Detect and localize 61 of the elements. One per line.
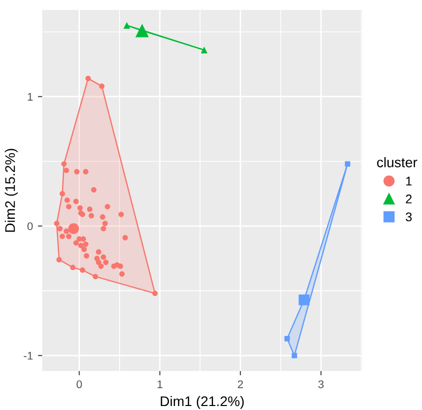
- point: [60, 190, 66, 196]
- point: [122, 235, 128, 240]
- point: [61, 161, 67, 167]
- y-tick-label: -1: [24, 352, 33, 360]
- point: [88, 213, 94, 218]
- point: [83, 168, 88, 174]
- point: [73, 240, 79, 246]
- point: [123, 22, 130, 29]
- point: [66, 234, 72, 240]
- y-axis-title: Dim2 (15.2%): [4, 148, 18, 232]
- x-axis-title: Dim1 (21.2%): [160, 396, 244, 409]
- point: [92, 274, 98, 280]
- point: [99, 84, 105, 89]
- point: [57, 226, 63, 232]
- point: [292, 352, 298, 358]
- point: [104, 204, 110, 210]
- point: [98, 263, 104, 269]
- point: [200, 46, 208, 54]
- x-tick-label: 3: [318, 380, 324, 388]
- point: [102, 220, 108, 226]
- point: [81, 246, 87, 252]
- point: [91, 187, 96, 192]
- point: [118, 212, 124, 218]
- x-tick-label: 2: [238, 380, 243, 388]
- point: [66, 204, 72, 210]
- legend-title: cluster: [377, 157, 418, 168]
- point: [119, 271, 125, 277]
- point: [96, 249, 102, 255]
- point: [80, 267, 86, 273]
- point: [77, 205, 83, 211]
- point: [73, 198, 79, 204]
- point: [78, 242, 84, 248]
- point: [70, 264, 76, 270]
- point: [74, 168, 80, 174]
- point: [85, 76, 91, 82]
- point: [100, 226, 106, 232]
- legend-label: 1: [406, 176, 412, 186]
- point: [152, 290, 158, 296]
- point: [87, 206, 92, 212]
- point: [80, 236, 86, 242]
- point: [54, 220, 60, 226]
- y-tick-label: 1: [28, 92, 33, 101]
- point: [84, 253, 90, 259]
- legend-label: 3: [406, 212, 412, 222]
- point: [83, 241, 88, 247]
- point: [56, 257, 62, 262]
- point: [118, 263, 124, 269]
- point: [103, 260, 109, 265]
- point: [60, 234, 66, 240]
- x-tick-label: 0: [76, 380, 82, 388]
- y-tick-label: 0: [27, 222, 33, 230]
- point: [284, 336, 290, 342]
- point: [100, 214, 106, 220]
- point: [64, 197, 70, 203]
- point: [100, 254, 106, 260]
- point: [344, 161, 350, 167]
- legend-label: 2: [406, 194, 412, 204]
- point: [64, 168, 70, 174]
- point: [96, 260, 102, 265]
- point: [64, 228, 70, 234]
- x-tick-label: 1: [158, 380, 162, 388]
